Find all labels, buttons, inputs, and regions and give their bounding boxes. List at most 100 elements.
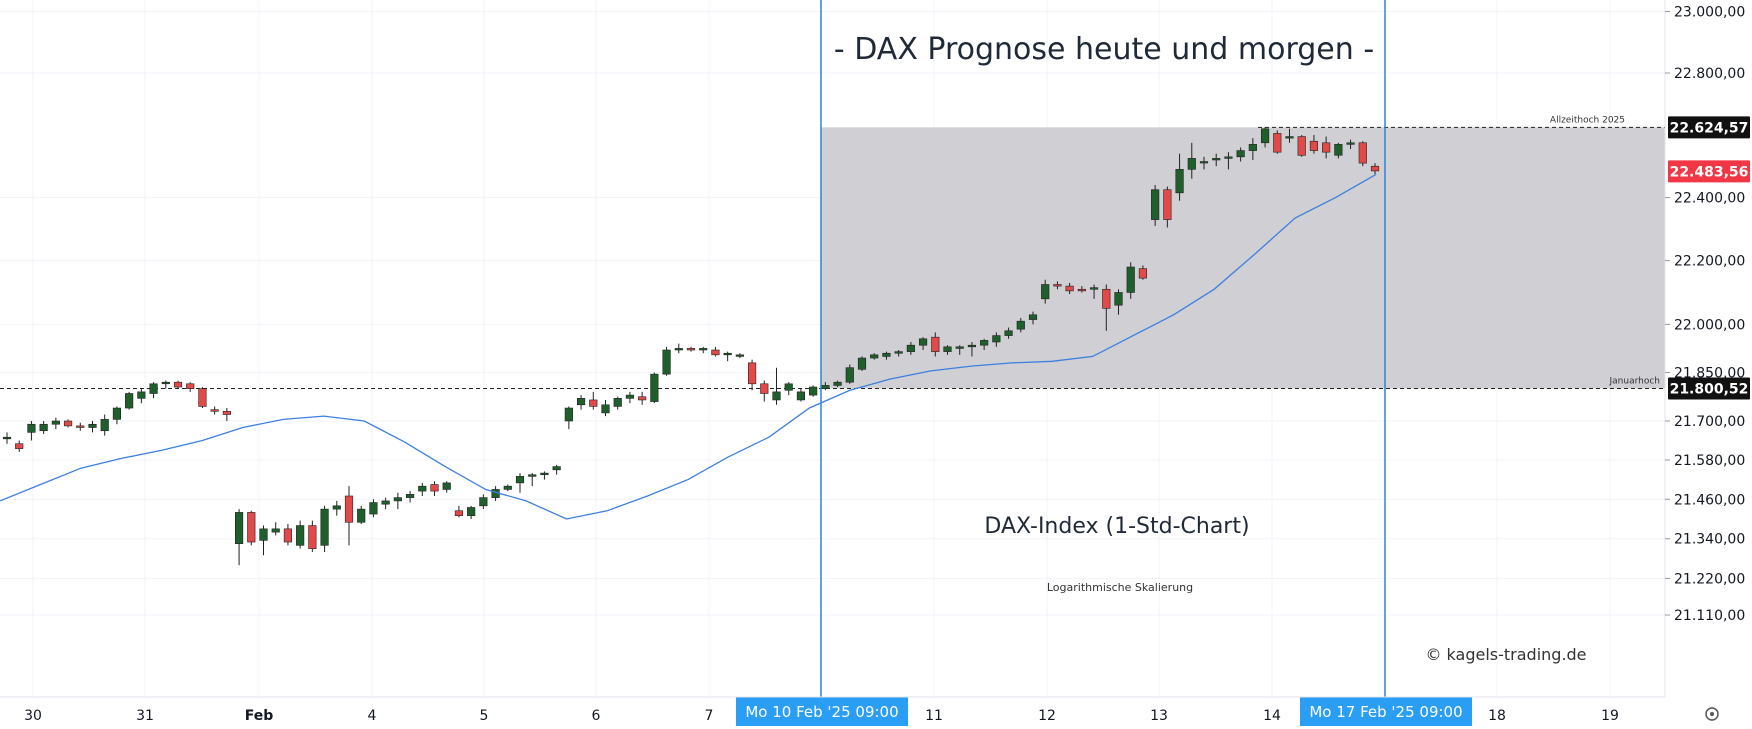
- candle: [589, 391, 598, 410]
- candle-body: [479, 497, 488, 507]
- candle-body: [821, 385, 830, 389]
- candle: [112, 406, 122, 425]
- candle-body: [1248, 144, 1257, 151]
- candle: [418, 482, 427, 496]
- price-tick-label: 23.000,00: [1674, 5, 1745, 21]
- candle-body: [699, 348, 708, 351]
- level-tag-label: 21.800,52: [1670, 381, 1749, 397]
- candle: [870, 353, 879, 360]
- candle-body: [137, 391, 146, 399]
- candle-body: [1163, 189, 1172, 220]
- last-price-tag-box: [1668, 160, 1750, 183]
- candle-body: [1236, 150, 1245, 158]
- candle-body: [894, 351, 903, 354]
- candle-body: [625, 394, 635, 399]
- candle-body: [613, 398, 622, 407]
- candle: [1016, 317, 1025, 333]
- candle-body: [515, 476, 525, 484]
- candle: [674, 343, 683, 354]
- price-tick-label: 22.200,00: [1674, 254, 1745, 270]
- time-axis[interactable]: 30 31 Feb 4 5 6 7 11 12 13 14 18 19: [24, 708, 1619, 724]
- candle: [210, 406, 219, 415]
- candle-body: [186, 383, 195, 389]
- price-tick-label: 22.800,00: [1674, 66, 1745, 82]
- candle-body: [589, 399, 598, 407]
- candle: [638, 391, 647, 405]
- candle: [161, 380, 170, 389]
- level-tag-label: 22.624,57: [1670, 120, 1749, 136]
- candle: [1224, 152, 1233, 170]
- candle: [1114, 289, 1123, 315]
- candle-body: [369, 502, 378, 515]
- candle: [1138, 265, 1148, 280]
- candle-body: [967, 344, 977, 348]
- candle-body: [76, 425, 85, 428]
- candle: [980, 338, 989, 351]
- candle-body: [2, 436, 12, 440]
- candle-body: [149, 383, 158, 394]
- candle: [259, 525, 268, 556]
- candle: [918, 337, 928, 351]
- candle-body: [747, 362, 757, 385]
- candle-body: [442, 482, 451, 490]
- candle-body: [992, 335, 1001, 343]
- candle: [125, 391, 134, 410]
- candle-body: [393, 497, 402, 502]
- candle: [601, 399, 610, 417]
- price-tick-label: 22.000,00: [1674, 317, 1745, 333]
- candle-body: [1358, 142, 1367, 164]
- candle: [198, 387, 207, 409]
- candle: [1322, 136, 1331, 159]
- candle-body: [320, 508, 329, 546]
- candle: [625, 391, 635, 404]
- candle-body: [1346, 142, 1355, 145]
- candle-body: [173, 381, 183, 388]
- candle-body: [259, 528, 268, 541]
- time-tick-label: 18: [1488, 708, 1506, 724]
- candle: [711, 346, 720, 357]
- candle-body: [943, 346, 952, 352]
- chart-subtitle: DAX-Index (1-Std-Chart): [984, 514, 1249, 539]
- candle-body: [686, 348, 696, 351]
- candle-body: [711, 349, 720, 356]
- candle: [1102, 284, 1111, 331]
- moving-average-line: [0, 173, 1377, 520]
- candle: [2, 432, 12, 444]
- candle: [992, 332, 1001, 347]
- candle: [613, 396, 622, 410]
- candle: [784, 382, 793, 396]
- candle: [1151, 185, 1160, 226]
- time-tick-label: 31: [136, 708, 154, 724]
- candle: [344, 486, 354, 546]
- price-tags: 22.624,57 21.800,52 22.483,56: [1668, 116, 1750, 400]
- candle: [772, 367, 781, 405]
- candle: [906, 341, 915, 355]
- candle-body: [1212, 158, 1221, 161]
- candle: [894, 350, 903, 357]
- candle: [1236, 147, 1245, 162]
- candle: [943, 345, 952, 355]
- price-tick-label: 21.220,00: [1674, 571, 1745, 587]
- settings-icon[interactable]: [1705, 707, 1719, 721]
- candle-body: [1187, 158, 1196, 170]
- candle: [809, 385, 818, 397]
- candle: [1370, 163, 1380, 175]
- time-marker-tag: [1300, 697, 1472, 726]
- candle-body: [1065, 285, 1074, 292]
- level-tag-box: [1668, 377, 1750, 400]
- candle: [405, 491, 415, 503]
- price-axis[interactable]: 21.110,00 21.220,00 21.340,00 21.460,00 21.5…: [1665, 5, 1745, 624]
- candle: [760, 380, 769, 402]
- price-tick-label: 21.110,00: [1674, 608, 1745, 624]
- candle: [283, 523, 293, 546]
- candle: [1285, 128, 1294, 143]
- candle: [1065, 282, 1074, 295]
- candle-body: [1016, 320, 1025, 330]
- candle-body: [1334, 144, 1343, 156]
- candle-body: [39, 423, 48, 432]
- candle: [857, 356, 867, 371]
- candle-body: [503, 485, 512, 490]
- candle-body: [796, 391, 806, 401]
- candle-body: [112, 407, 122, 420]
- candle: [247, 510, 256, 546]
